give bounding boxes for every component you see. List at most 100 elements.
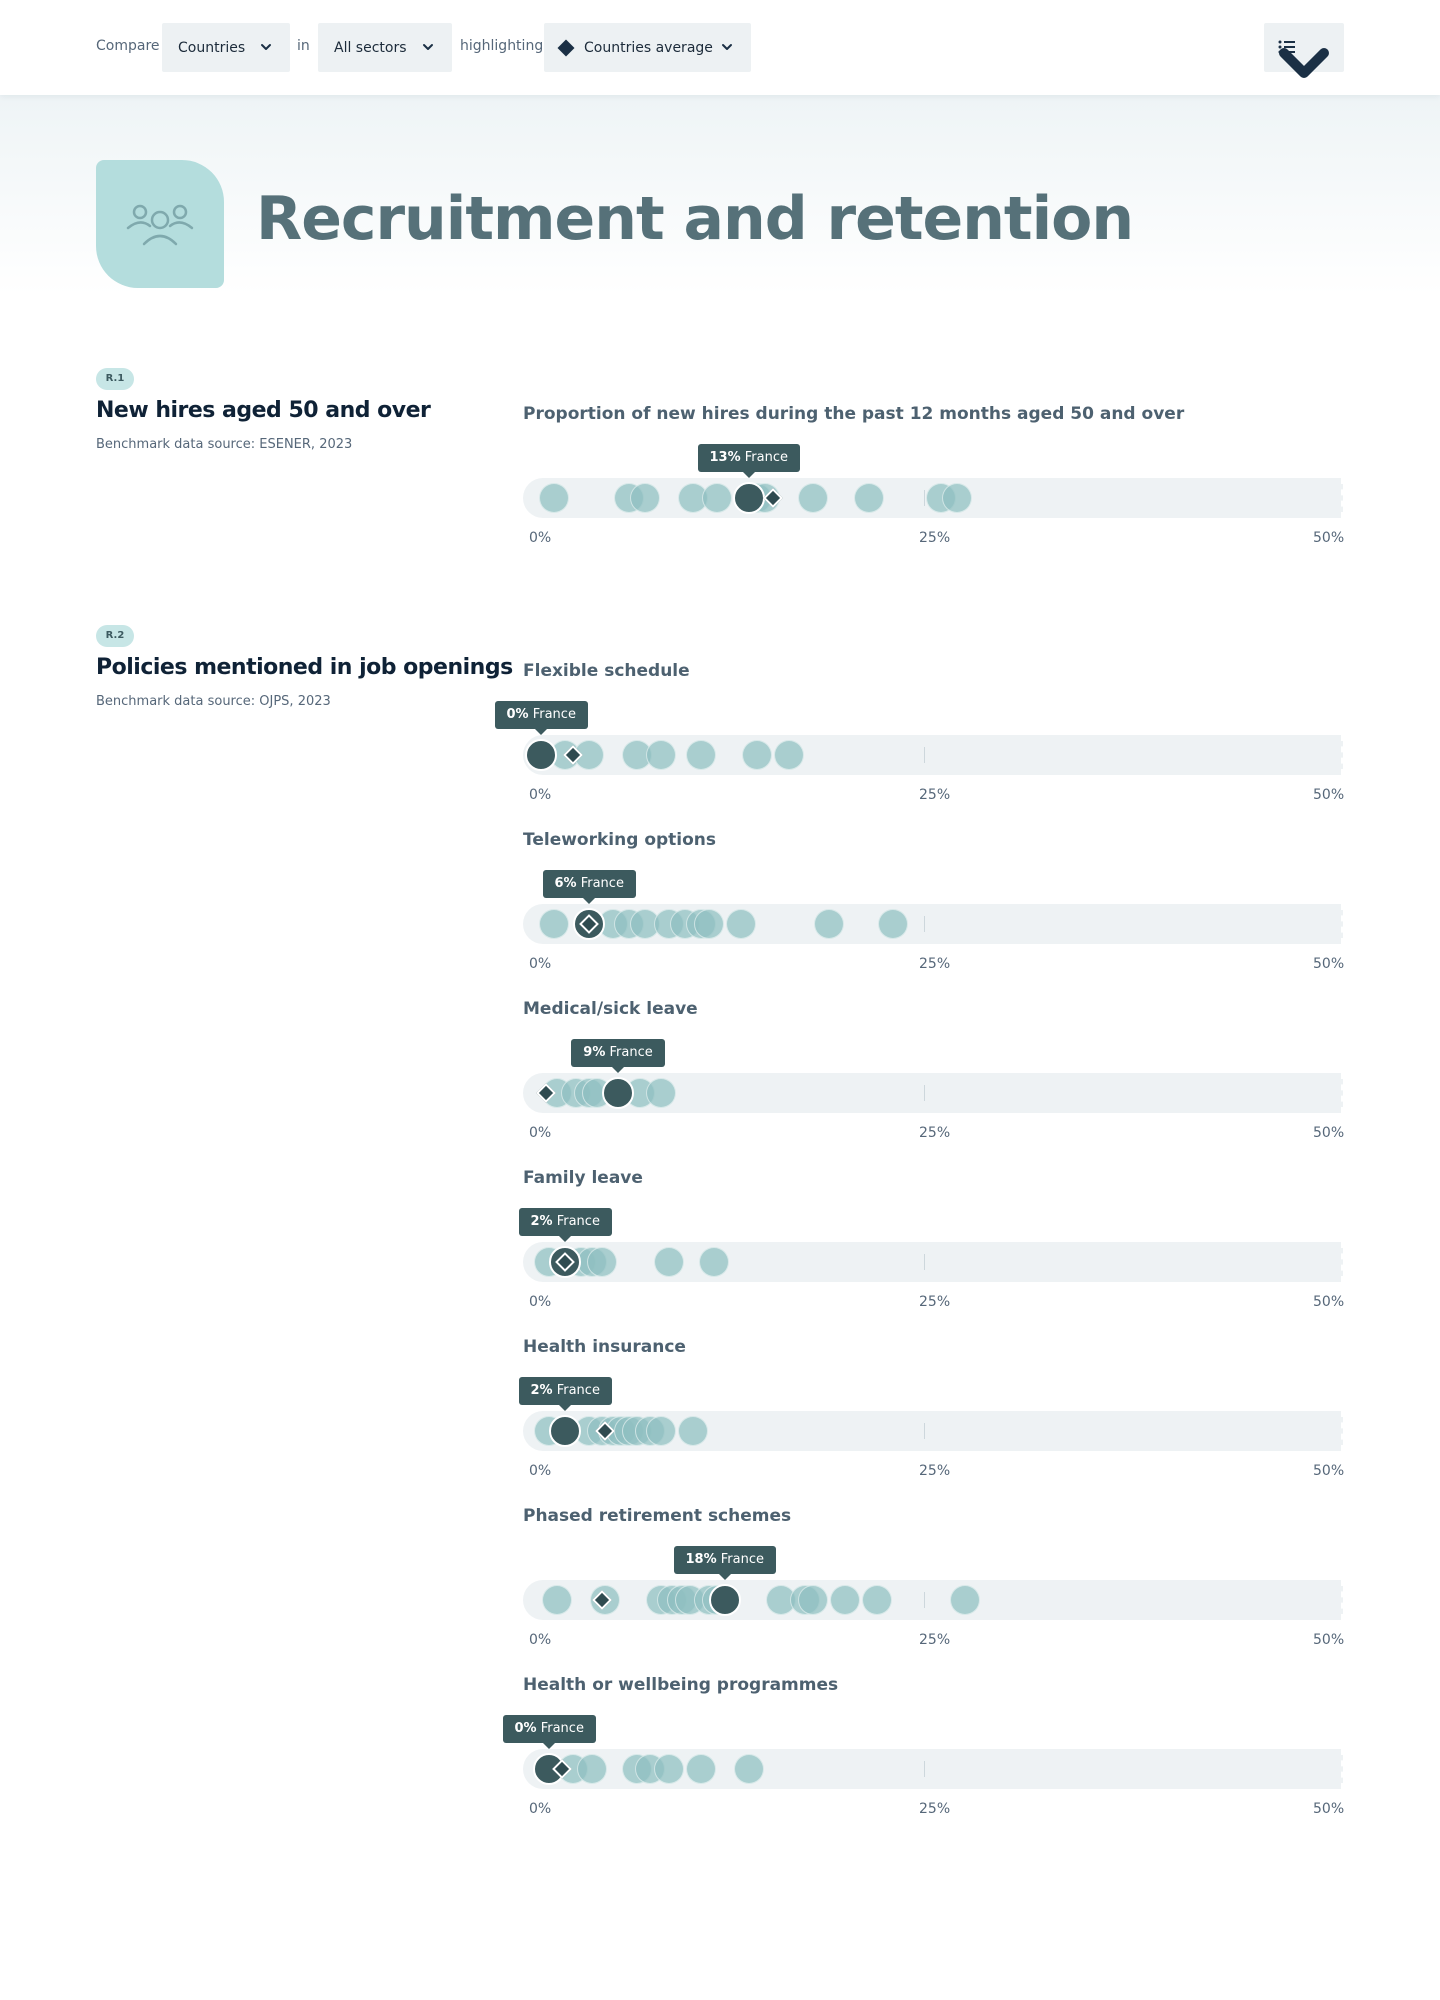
country-dot[interactable] bbox=[698, 1247, 729, 1277]
track-end bbox=[1341, 904, 1343, 944]
country-dot[interactable] bbox=[798, 1585, 828, 1615]
highlight-tooltip: 6% France bbox=[542, 870, 636, 904]
country-dot[interactable] bbox=[646, 1078, 676, 1108]
country-dot[interactable] bbox=[830, 1585, 860, 1615]
compare-select[interactable]: Countries bbox=[162, 23, 290, 72]
tooltip-value: 2% bbox=[530, 1383, 553, 1398]
track-end bbox=[1341, 1411, 1343, 1451]
highlight-tooltip: 9% France bbox=[571, 1039, 665, 1073]
dot-strip-chart: Family leave 2% France 0% 25% 50% bbox=[518, 1168, 1344, 1318]
country-dot[interactable] bbox=[542, 1585, 572, 1615]
midpoint-tick bbox=[924, 1761, 925, 1777]
dot-strip-chart: Teleworking options 6% France 0% 25% 50% bbox=[523, 830, 1344, 980]
in-label: in bbox=[297, 38, 310, 54]
chevron-down-icon bbox=[1279, 48, 1329, 78]
x-tick-label: 50% bbox=[1313, 530, 1345, 546]
country-dot[interactable] bbox=[774, 740, 804, 770]
highlight-select[interactable]: Countries average bbox=[544, 23, 751, 72]
highlighted-country-dot[interactable] bbox=[733, 482, 765, 514]
x-tick-label: 50% bbox=[1313, 1463, 1345, 1479]
section-source: Benchmark data source: ESENER, 2023 bbox=[96, 437, 353, 452]
country-dot[interactable] bbox=[686, 740, 716, 770]
x-tick-label: 25% bbox=[919, 787, 951, 803]
highlight-tooltip: 18% France bbox=[673, 1546, 776, 1580]
country-dot[interactable] bbox=[742, 740, 772, 770]
chart-track bbox=[523, 478, 1343, 518]
x-tick-label: 25% bbox=[919, 956, 951, 972]
compare-label: Compare bbox=[96, 38, 160, 54]
tooltip-country: France bbox=[605, 1045, 653, 1060]
x-tick-label: 25% bbox=[919, 1463, 951, 1479]
country-dot[interactable] bbox=[878, 909, 908, 939]
users-group-icon bbox=[96, 160, 224, 288]
country-dot[interactable] bbox=[646, 740, 676, 770]
section-title: New hires aged 50 and over bbox=[96, 398, 431, 423]
country-dot[interactable] bbox=[538, 909, 569, 939]
x-tick-label: 0% bbox=[529, 530, 552, 546]
tooltip-value: 0% bbox=[514, 1721, 537, 1736]
country-dot[interactable] bbox=[734, 1754, 764, 1784]
country-dot[interactable] bbox=[854, 483, 884, 513]
country-dot[interactable] bbox=[654, 1754, 684, 1784]
country-dot[interactable] bbox=[862, 1585, 892, 1615]
diamond-icon bbox=[557, 39, 575, 56]
dot-strip-chart: Health or wellbeing programmes 0% France 0… bbox=[502, 1675, 1344, 1825]
list-icon bbox=[1278, 40, 1295, 54]
view-menu-button[interactable] bbox=[1264, 23, 1344, 78]
country-dot[interactable] bbox=[798, 483, 828, 513]
highlighted-country-dot[interactable] bbox=[525, 739, 557, 771]
highlight-tooltip: 2% France bbox=[518, 1377, 612, 1411]
x-tick-label: 25% bbox=[919, 1801, 951, 1817]
country-dot[interactable] bbox=[702, 483, 732, 513]
country-dot[interactable] bbox=[630, 909, 660, 939]
section-badge: R.1 bbox=[96, 368, 134, 390]
x-tick-label: 50% bbox=[1313, 1632, 1345, 1648]
section-badge: R.2 bbox=[96, 625, 134, 647]
track-end bbox=[1341, 1073, 1343, 1113]
chart-track bbox=[523, 1580, 1343, 1620]
country-dot[interactable] bbox=[630, 483, 660, 513]
track-end bbox=[1341, 1580, 1343, 1620]
chart-track bbox=[523, 735, 1343, 775]
country-dot[interactable] bbox=[726, 909, 756, 939]
tooltip-country: France bbox=[536, 1721, 584, 1736]
chart-title: Medical/sick leave bbox=[523, 999, 698, 1019]
country-dot[interactable] bbox=[686, 1754, 716, 1784]
dot-strip-chart: Proportion of new hires during the past … bbox=[523, 404, 1345, 554]
track-end bbox=[1341, 478, 1343, 518]
tooltip-value: 2% bbox=[530, 1214, 553, 1229]
tooltip-value: 18% bbox=[685, 1552, 717, 1567]
country-dot[interactable] bbox=[950, 1585, 980, 1615]
dot-strip-chart: Flexible schedule 0% France 0% 25% 50% bbox=[494, 661, 1345, 811]
country-dot[interactable] bbox=[622, 740, 652, 770]
sector-select[interactable]: All sectors bbox=[318, 23, 452, 72]
country-dot[interactable] bbox=[942, 483, 972, 513]
country-dot[interactable] bbox=[814, 909, 844, 939]
highlight-tooltip: 2% France bbox=[518, 1208, 612, 1242]
country-dot[interactable] bbox=[654, 1247, 684, 1277]
x-tick-label: 0% bbox=[529, 1463, 552, 1479]
x-tick-label: 25% bbox=[919, 530, 951, 546]
country-dot[interactable] bbox=[646, 1416, 676, 1446]
highlighted-country-dot[interactable] bbox=[709, 1584, 741, 1616]
dot-strip-chart: Health insurance 2% France 0% 25% 50% bbox=[518, 1337, 1345, 1487]
chart-title: Health insurance bbox=[523, 1337, 686, 1357]
chart-title: Teleworking options bbox=[523, 830, 717, 850]
tooltip-value: 0% bbox=[506, 707, 529, 722]
hero-banner bbox=[0, 95, 1440, 295]
midpoint-tick bbox=[924, 747, 925, 763]
country-dot[interactable] bbox=[538, 483, 569, 513]
chart-title: Flexible schedule bbox=[523, 661, 690, 681]
highlighted-country-dot[interactable] bbox=[601, 1077, 634, 1109]
x-tick-label: 50% bbox=[1313, 787, 1345, 803]
chart-track bbox=[523, 1749, 1343, 1789]
country-dot[interactable] bbox=[577, 1754, 608, 1784]
highlighted-country-dot[interactable] bbox=[549, 1415, 581, 1447]
x-tick-label: 25% bbox=[919, 1294, 951, 1310]
country-dot[interactable] bbox=[586, 1247, 617, 1277]
midpoint-tick bbox=[924, 490, 925, 506]
sector-select-value: All sectors bbox=[334, 39, 407, 56]
chart-title: Health or wellbeing programmes bbox=[523, 1675, 839, 1695]
country-dot[interactable] bbox=[694, 909, 724, 939]
country-dot[interactable] bbox=[678, 1416, 708, 1446]
